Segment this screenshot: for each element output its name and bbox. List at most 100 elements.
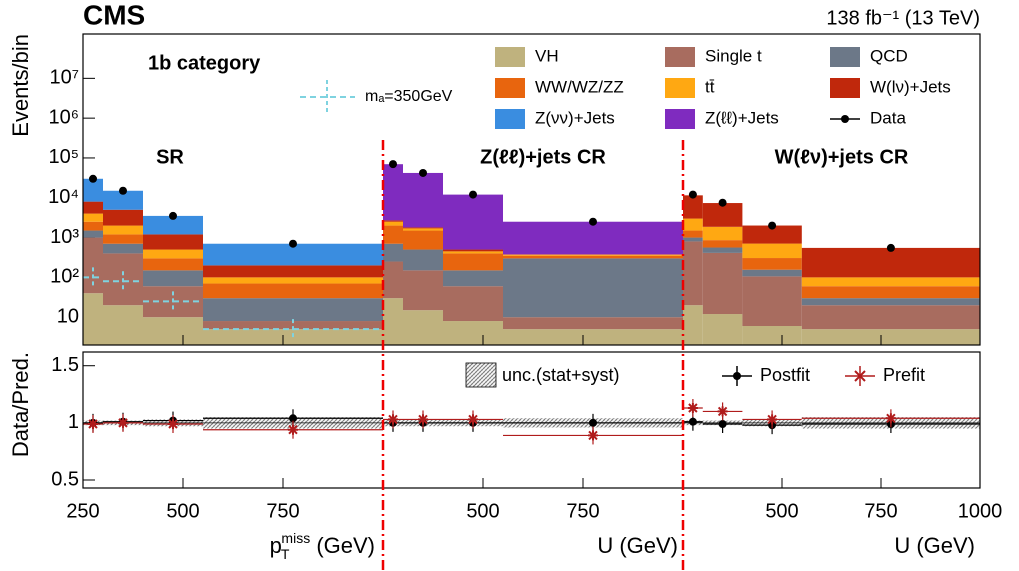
stack-segment: [742, 269, 802, 277]
legend-swatch: [665, 47, 695, 67]
legend-label: Single t: [705, 46, 762, 65]
ratio-point: [718, 420, 727, 428]
stack-segment: [702, 240, 743, 248]
x-tick-label: 500: [166, 500, 199, 522]
stack-segment: [83, 178, 103, 202]
legend-label: VH: [535, 46, 559, 65]
stack-segment: [683, 237, 703, 242]
x-tick-label: 750: [864, 500, 897, 522]
legend-swatch: [465, 362, 497, 388]
legend-label: Z(νν)+Jets: [535, 108, 615, 127]
data-point: [389, 160, 397, 169]
legend-label: W(lν)+Jets: [870, 77, 951, 96]
stack-segment: [801, 247, 980, 278]
y-tick-label: 10⁶: [49, 106, 79, 128]
stack-segment: [503, 255, 683, 259]
stack-segment: [702, 203, 743, 227]
ratio-point: [688, 417, 697, 426]
experiment: CMS: [83, 0, 145, 30]
stack-segment: [103, 209, 143, 226]
stack-segment: [103, 243, 143, 254]
ratio-point: [687, 403, 698, 413]
stack-segment: [143, 270, 203, 287]
stack-segment: [83, 237, 103, 294]
data-point: [469, 190, 477, 199]
x-axis-label: U (GeV): [894, 533, 975, 558]
stack-segment: [801, 286, 980, 299]
ratio-point: [118, 417, 128, 428]
stack-segment: [742, 243, 802, 259]
stack-segment: [203, 283, 383, 299]
y-tick-label: 10⁵: [48, 146, 79, 168]
stack-segment: [103, 225, 143, 235]
stack-segment: [83, 293, 103, 345]
stack-segment: [83, 213, 103, 222]
stack-segment: [742, 276, 802, 327]
x-tick-label: 500: [765, 500, 798, 522]
legend-swatch: [495, 47, 525, 67]
stack-segment: [403, 310, 443, 345]
x-tick-label: 500: [466, 500, 499, 522]
ratio-point: [717, 406, 728, 417]
legend-label: tt̄: [705, 77, 715, 96]
legend-label: mₐ=350GeV: [365, 88, 453, 105]
stack-segment: [801, 329, 980, 345]
stack-segment: [443, 194, 503, 250]
legend-marker: [733, 372, 741, 380]
y-tick-label: 10²: [50, 266, 79, 288]
stack-segment: [383, 164, 403, 221]
stack-segment: [403, 172, 443, 228]
stack-segment: [683, 241, 703, 306]
stack-segment: [83, 230, 103, 238]
stack-segment: [103, 190, 143, 210]
y-tick-label: 10: [57, 305, 79, 327]
stack-segment: [203, 298, 383, 322]
stack-segment: [143, 249, 203, 259]
data-point: [768, 221, 777, 230]
stack-segment: [403, 249, 443, 271]
stack-segment: [742, 326, 802, 345]
stack-segment: [143, 258, 203, 271]
y-tick-label: 1: [68, 411, 79, 433]
stack-segment: [801, 277, 980, 287]
ratio-point: [767, 414, 778, 425]
stack-segment: [801, 298, 980, 306]
stack-segment: [83, 201, 103, 214]
ratio-point: [289, 414, 297, 423]
stack-segment: [143, 317, 203, 345]
data-point: [886, 243, 895, 252]
stack-segment: [742, 258, 802, 270]
y-tick-label: 1.5: [51, 354, 79, 376]
stack-segment: [143, 215, 203, 235]
stack-segment: [203, 243, 383, 266]
ratio-y-axis-label: Data/Pred.: [8, 352, 33, 457]
stack-segment: [443, 270, 503, 287]
stack-segment: [103, 305, 143, 345]
legend-swatch: [830, 47, 860, 67]
stack-segment: [702, 247, 743, 253]
stack-segment: [702, 314, 743, 345]
stack-segment: [503, 317, 683, 330]
stack-segment: [702, 252, 743, 315]
stack-segment: [383, 221, 403, 226]
stack-segment: [383, 243, 403, 262]
stack-segment: [742, 225, 802, 244]
data-point: [89, 174, 97, 183]
stack-segment: [383, 220, 403, 222]
stack-segment: [443, 251, 503, 254]
data-point: [119, 186, 127, 195]
ratio-point: [88, 419, 98, 429]
x-axis-label-tail: (GeV): [310, 533, 375, 558]
top-frame: [82, 33, 981, 346]
y-tick-label: 10³: [50, 226, 79, 248]
legend-label: WW/WZ/ZZ: [535, 77, 624, 96]
stack-segment: [143, 234, 203, 250]
legend-label: Prefit: [883, 365, 925, 385]
stack-segment: [203, 277, 383, 284]
legend-data-marker: [841, 115, 849, 123]
stack-segment: [203, 321, 383, 330]
ratio-point: [388, 414, 398, 425]
legend-label: Z(ℓℓ)+Jets: [705, 108, 779, 127]
x-axis-label-main: p: [270, 533, 282, 558]
